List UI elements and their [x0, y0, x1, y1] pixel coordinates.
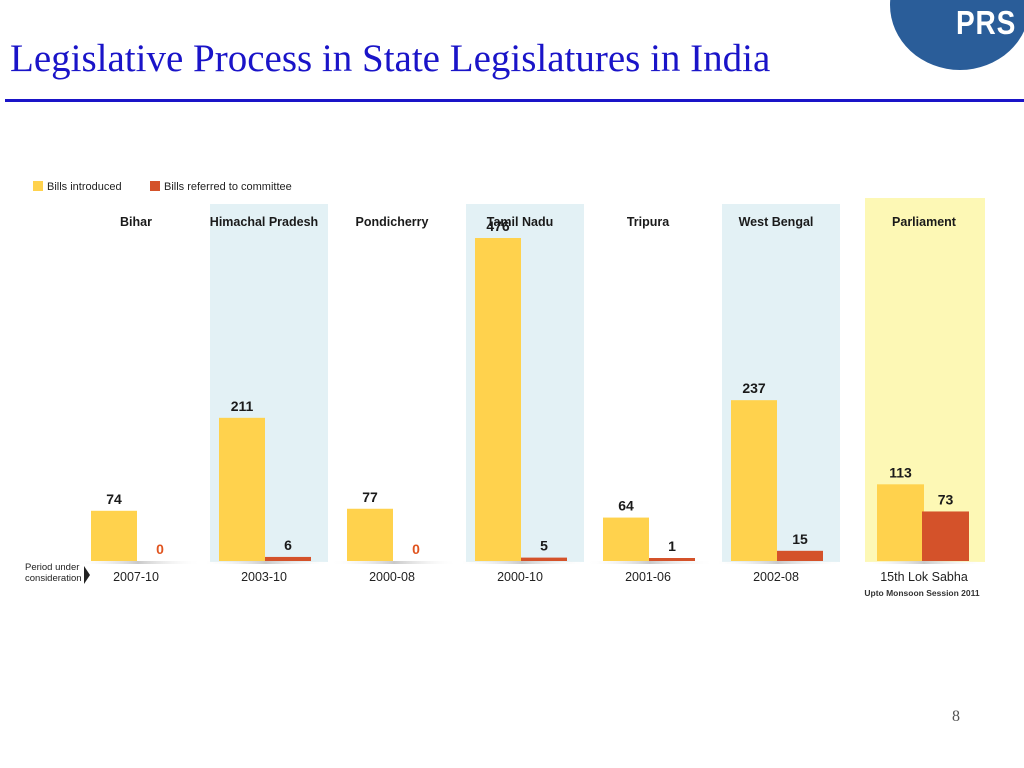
period-label: 2001-06 — [625, 570, 671, 584]
bar — [649, 558, 695, 561]
period-label: 2002-08 — [753, 570, 799, 584]
legend-swatch — [33, 181, 43, 191]
period-axis-label: consideration — [25, 573, 82, 584]
period-label: 2000-10 — [497, 570, 543, 584]
bar — [521, 557, 567, 561]
shelf-line — [202, 561, 330, 564]
shelf-line — [74, 561, 202, 564]
bar — [91, 510, 137, 561]
data-label: 6 — [284, 537, 292, 553]
data-label: 73 — [938, 491, 954, 507]
data-label: 113 — [889, 464, 912, 480]
period-marker-icon — [84, 566, 90, 584]
category-label: Bihar — [120, 215, 152, 229]
category-label: Himachal Pradesh — [210, 215, 318, 229]
category-label: Tripura — [627, 215, 670, 229]
category-label: West Bengal — [739, 215, 814, 229]
bar — [219, 417, 265, 561]
period-label: 2003-10 — [241, 570, 287, 584]
category-label: Parliament — [892, 215, 957, 229]
category-label: Pondicherry — [356, 215, 429, 229]
bar — [777, 550, 823, 561]
bar — [475, 238, 521, 561]
data-label: 5 — [540, 538, 548, 554]
shelf-line — [586, 561, 714, 564]
data-label: 237 — [742, 380, 766, 396]
bar — [347, 508, 393, 561]
shelf-line — [458, 561, 586, 564]
period-label: 2000-08 — [369, 570, 415, 584]
bar — [603, 517, 649, 561]
bar — [877, 484, 924, 561]
data-label: 476 — [486, 218, 510, 234]
legend-label: Bills introduced — [47, 181, 122, 193]
bar — [731, 400, 777, 561]
data-label: 211 — [231, 398, 254, 414]
shelf-line — [330, 561, 458, 564]
data-label: 1 — [668, 538, 676, 554]
period-axis-label: Period under — [25, 562, 79, 573]
shelf-line — [862, 561, 986, 564]
prs-logo-text: PRS — [956, 4, 1017, 41]
shelf-line — [714, 561, 842, 564]
bar — [265, 556, 311, 561]
period-note: Upto Monsoon Session 2011 — [864, 588, 980, 598]
data-label: 15 — [792, 531, 808, 547]
legend-swatch — [150, 181, 160, 191]
period-label: 15th Lok Sabha — [880, 570, 968, 584]
data-label: 64 — [618, 498, 634, 514]
data-label: 0 — [412, 541, 420, 557]
legend-label: Bills referred to committee — [164, 181, 292, 193]
data-label: 0 — [156, 541, 164, 557]
category-label: Tamil Nadu — [487, 215, 553, 229]
bar — [922, 511, 969, 561]
title-underline — [5, 99, 1024, 102]
period-label: 2007-10 — [113, 570, 159, 584]
slide-title: Legislative Process in State Legislature… — [10, 37, 771, 80]
page-number: 8 — [952, 708, 960, 725]
data-label: 74 — [106, 491, 122, 507]
data-label: 77 — [362, 489, 378, 505]
